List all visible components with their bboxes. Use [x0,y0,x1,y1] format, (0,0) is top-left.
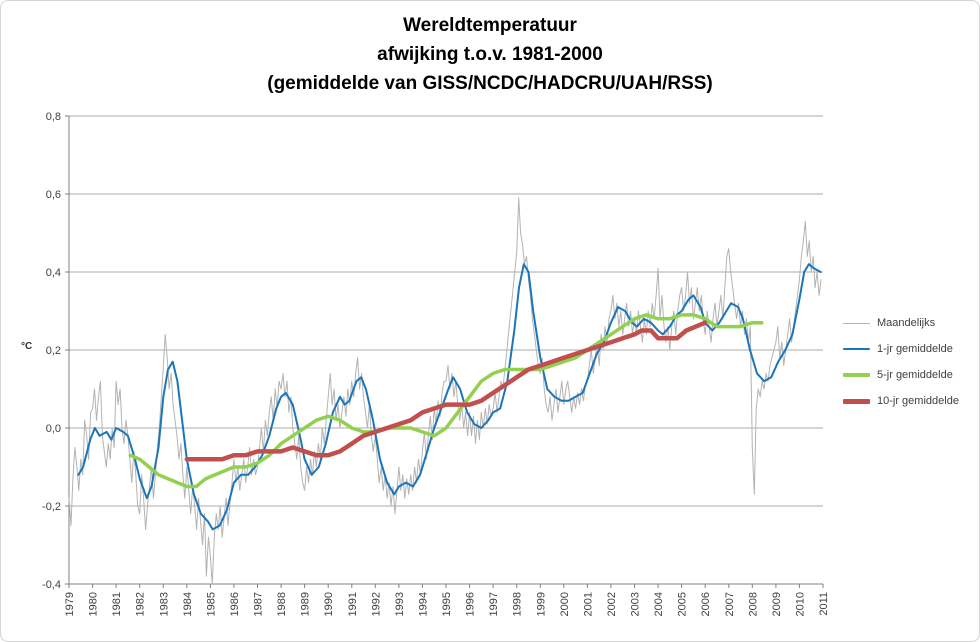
legend-line-sample [843,322,870,324]
y-tick-label: 0,6 [46,189,61,201]
x-tick-label: 2000 [559,592,571,616]
y-axis-title: °C [21,341,33,352]
x-tick-label: 2004 [653,592,665,616]
x-tick-label: 1989 [300,592,312,616]
x-tick-label: 1999 [535,592,547,616]
x-tick-label: 1998 [512,592,524,616]
x-tick-label: 1986 [229,592,241,616]
x-tick-label: 1991 [347,592,359,616]
y-tick-label: 0,4 [46,267,61,279]
x-tick-label: 1990 [323,592,335,616]
chart-title-line-2: afwijking t.o.v. 1981-2000 [377,44,603,65]
x-tick-label: 1981 [111,592,123,616]
legend-label: 1-jr gemiddelde [877,343,953,355]
x-tick-label: 2009 [771,592,783,616]
x-tick-label: 2001 [582,592,594,616]
x-tick-label: 1993 [394,592,406,616]
legend-label: 5-jr gemiddelde [877,369,953,381]
legend-item: Maandelijks [843,317,959,329]
series-line-2 [77,263,822,531]
legend-label: 10-jr gemiddelde [877,395,959,407]
x-tick-label: 1983 [158,592,170,616]
x-tick-label: 2007 [724,592,736,616]
x-tick-label: 2011 [818,592,830,616]
legend-item: 1-jr gemiddelde [843,343,959,355]
x-tick-label: 1992 [370,592,382,616]
y-tick-label: -0,4 [42,579,61,591]
x-tick-label: 1988 [276,592,288,616]
legend-line-sample [843,373,870,377]
legend-item: 5-jr gemiddelde [843,369,959,381]
x-tick-label: 1985 [205,592,217,616]
x-tick-label: 2002 [606,592,618,616]
x-tick-label: 1979 [64,592,76,616]
legend-item: 10-jr gemiddelde [843,395,959,407]
x-tick-label: 1980 [88,592,100,616]
chart-title: Wereldtemperatuur afwijking t.o.v. 1981-… [1,11,979,98]
chart-title-line-1: Wereldtemperatuur [403,15,577,36]
x-tick-label: 2005 [677,592,689,616]
series-line-3 [128,313,764,489]
x-tick-label: 1984 [182,592,194,616]
x-tick-label: 1987 [253,592,265,616]
y-tick-label: 0,2 [46,345,61,357]
series-line-4 [184,320,708,462]
x-tick-label: 1997 [488,592,500,616]
x-tick-label: 2010 [794,592,806,616]
x-tick-label: 1995 [441,592,453,616]
legend-line-sample [843,348,870,350]
y-tick-label: -0,2 [42,501,61,513]
legend-label: Maandelijks [877,317,936,329]
x-tick-label: 2008 [747,592,759,616]
series-line-1 [68,197,822,585]
legend: Maandelijks 1-jr gemiddelde 5-jr gemiddeld… [843,317,959,407]
legend-line-sample [843,398,870,404]
x-tick-label: 1994 [417,592,429,616]
x-tick-label: 1996 [465,592,477,616]
x-tick-label: 2006 [700,592,712,616]
y-tick-label: 0,0 [46,423,61,435]
x-tick-label: 2003 [630,592,642,616]
y-tick-label: 0,8 [46,111,61,123]
chart-title-line-3: (gemiddelde van GISS/NCDC/HADCRU/UAH/RSS… [267,73,713,94]
x-tick-label: 1982 [135,592,147,616]
